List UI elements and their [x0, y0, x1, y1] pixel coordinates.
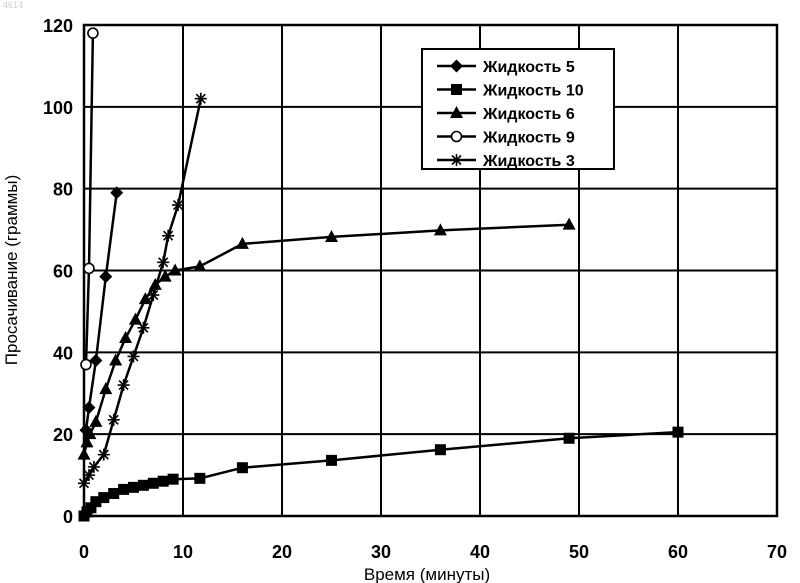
legend-label: Жидкость 6 [482, 106, 575, 123]
data-point [128, 350, 140, 362]
legend-label: Жидкость 3 [482, 153, 575, 170]
series-1 [79, 186, 123, 436]
series-5 [78, 93, 207, 490]
legend-marker [452, 132, 462, 142]
legend: Жидкость 5 Жидкость 10 Жидкость 6 Жидкость … [422, 49, 614, 170]
legend-marker [451, 154, 463, 166]
x-tick-label: 50 [569, 542, 589, 562]
data-point [172, 199, 184, 211]
data-point [137, 322, 149, 334]
x-axis-label: Время (минуты) [364, 565, 490, 583]
data-point [108, 488, 119, 499]
series-line [86, 33, 93, 364]
data-point [158, 476, 169, 487]
legend-label: Жидкость 5 [482, 59, 575, 76]
data-point [99, 382, 112, 394]
data-point [118, 484, 129, 495]
x-tick-label: 10 [173, 542, 193, 562]
data-point [98, 449, 110, 461]
x-tick-label: 70 [767, 542, 787, 562]
legend-label: Жидкость 10 [482, 83, 584, 100]
data-point [89, 415, 102, 427]
data-point [147, 289, 159, 301]
x-tick-labels: 0 10 20 30 40 50 60 70 [79, 542, 787, 562]
data-point [78, 448, 91, 460]
data-point [168, 474, 179, 485]
data-point [148, 478, 159, 489]
data-point [326, 455, 337, 466]
data-point [88, 461, 100, 473]
data-point [194, 473, 205, 484]
data-point [564, 433, 575, 444]
series-3 [78, 218, 576, 460]
data-point [81, 360, 91, 370]
series-line [84, 225, 569, 455]
data-point [138, 480, 149, 491]
x-tick-label: 20 [272, 542, 292, 562]
data-point [673, 427, 684, 438]
data-point [193, 259, 206, 271]
x-tick-label: 40 [470, 542, 490, 562]
x-tick-label: 30 [371, 542, 391, 562]
data-point [435, 444, 446, 455]
data-point [88, 28, 98, 38]
legend-label: Жидкость 9 [482, 130, 575, 147]
x-tick-label: 0 [79, 542, 89, 562]
y-axis-label: Просачивание (граммы) [2, 175, 21, 365]
data-point [128, 482, 139, 493]
data-point [195, 93, 207, 105]
data-point [108, 414, 120, 426]
y-tick-label: 40 [53, 343, 73, 363]
data-point [109, 354, 122, 366]
data-point [162, 230, 174, 242]
x-tick-label: 60 [668, 542, 688, 562]
data-point [129, 313, 142, 325]
data-point [118, 379, 130, 391]
data-point [99, 270, 112, 283]
legend-marker [451, 84, 462, 95]
y-tick-labels: 0 20 40 60 80 100 120 [43, 16, 73, 527]
y-tick-label: 0 [63, 507, 73, 527]
data-point [98, 492, 109, 503]
y-tick-label: 60 [53, 262, 73, 282]
y-tick-label: 80 [53, 180, 73, 200]
y-tick-label: 100 [43, 98, 73, 118]
y-tick-label: 20 [53, 425, 73, 445]
data-point [237, 462, 248, 473]
data-point [119, 331, 132, 343]
y-tick-label: 120 [43, 16, 73, 36]
data-point [84, 263, 94, 273]
data-point [157, 256, 169, 268]
